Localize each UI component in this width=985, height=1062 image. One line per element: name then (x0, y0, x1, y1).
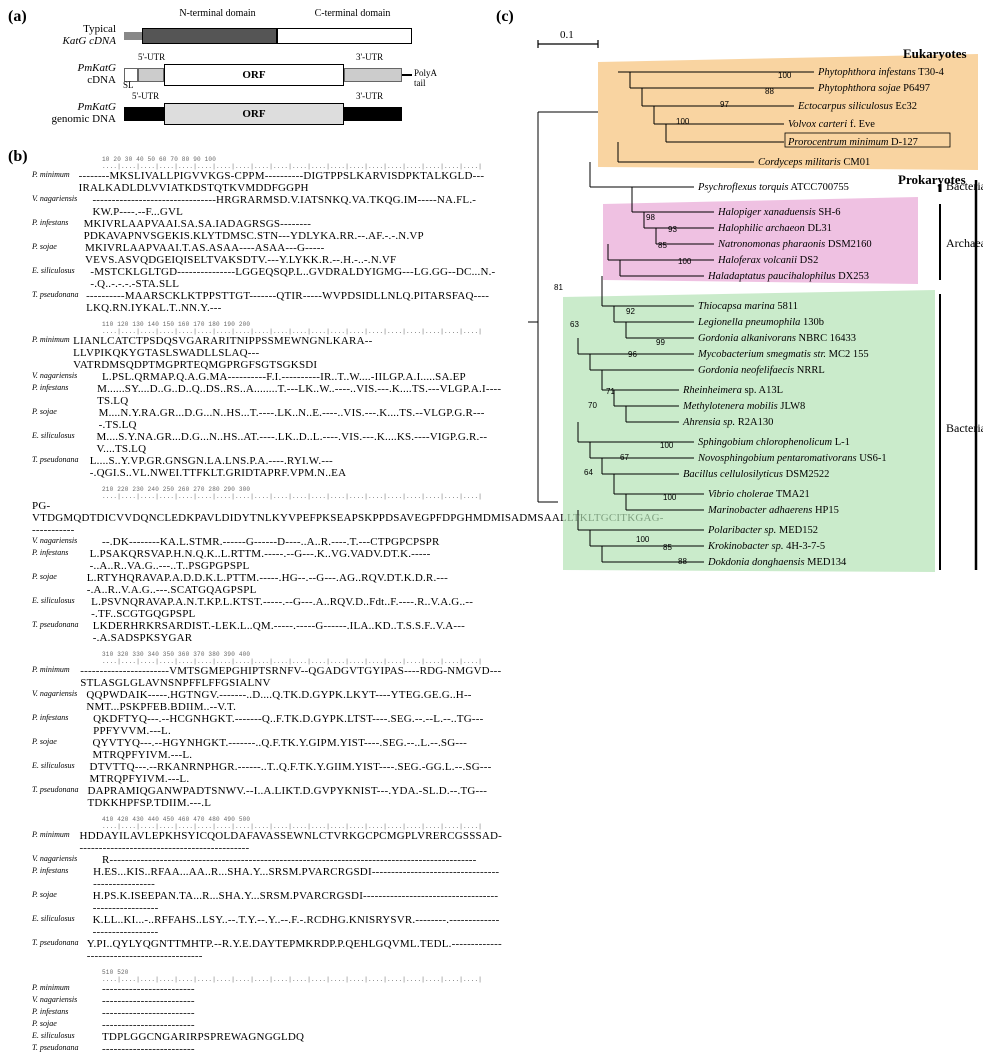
scale-label: 0.1 (560, 29, 574, 41)
svg-text:100: 100 (778, 71, 792, 80)
svg-text:100: 100 (636, 535, 650, 544)
svg-text:Novosphingobium pentaromativor: Novosphingobium pentaromativorans US6-1 (697, 453, 887, 464)
svg-text:100: 100 (663, 493, 677, 502)
svg-text:99: 99 (656, 338, 665, 347)
cdna-row: PmKatG cDNA 5'-UTR 3'-UTR SL PolyA tail … (32, 63, 462, 86)
svg-text:Ectocarpus siliculosus Ec32: Ectocarpus siliculosus Ec32 (797, 101, 917, 112)
svg-text:Volvox carteri f. Eve: Volvox carteri f. Eve (788, 119, 875, 130)
svg-text:Halophilic archaeon DL31: Halophilic archaeon DL31 (717, 223, 832, 234)
svg-text:100: 100 (660, 441, 674, 450)
polya-line (402, 74, 412, 76)
utr5-block (138, 68, 164, 82)
sl-label: SL (123, 80, 134, 90)
orf-block: ORF (164, 64, 344, 86)
svg-text:Phytophthora sojae P6497: Phytophthora sojae P6497 (817, 83, 930, 94)
panel-a: N-terminal domain C-terminal domain Typi… (32, 12, 462, 135)
arch-label: Archaea (946, 236, 983, 250)
bact-top-label: Bacteria (946, 179, 983, 193)
svg-text:Krokinobacter sp. 4H-3-7-5: Krokinobacter sp. 4H-3-7-5 (707, 541, 825, 552)
svg-text:Prorocentrum minimum D-127: Prorocentrum minimum D-127 (787, 137, 918, 148)
phylo-tree: 0.1 Eukaryotes Prokaryotes Archaea Bacte… (508, 12, 983, 607)
svg-text:Phytophthora infestans T30-4: Phytophthora infestans T30-4 (817, 67, 945, 78)
g-utr5-label: 5'-UTR (132, 91, 159, 101)
utr3-block (344, 68, 402, 82)
svg-text:81: 81 (554, 283, 563, 292)
svg-text:Methylotenera mobilis JLW8: Methylotenera mobilis JLW8 (682, 401, 805, 412)
svg-text:Vibrio cholerae TMA21: Vibrio cholerae TMA21 (708, 489, 810, 500)
genomic-row: PmKatG genomic DNA 5'-UTR 3'-UTR ORF (32, 102, 462, 125)
cterm-block (277, 28, 412, 44)
svg-text:85: 85 (658, 241, 667, 250)
svg-text:Halopiger xanaduensis SH-6: Halopiger xanaduensis SH-6 (717, 207, 841, 218)
svg-text:Sphingobium chlorophenolicum L: Sphingobium chlorophenolicum L-1 (698, 437, 850, 448)
cterm-label: C-terminal domain (285, 8, 420, 19)
svg-text:Polaribacter sp. MED152: Polaribacter sp. MED152 (707, 525, 818, 536)
g-orf-block: ORF (164, 103, 344, 125)
svg-text:Haloferax volcanii DS2: Haloferax volcanii DS2 (717, 255, 818, 266)
svg-text:97: 97 (720, 100, 729, 109)
svg-text:98: 98 (646, 213, 655, 222)
svg-text:64: 64 (584, 468, 593, 477)
svg-text:Bacillus cellulosilyticus DSM2: Bacillus cellulosilyticus DSM2522 (683, 469, 829, 480)
panel-a-label: (a) (8, 8, 27, 26)
svg-text:100: 100 (676, 117, 690, 126)
nterm-label: N-terminal domain (150, 8, 285, 19)
svg-text:88: 88 (678, 557, 687, 566)
typical-lead (124, 32, 142, 40)
g-utr5-block (124, 107, 164, 121)
cdna-label: PmKatG cDNA (32, 63, 124, 86)
panel-b: 10 20 30 40 50 60 70 80 90 100....|....|… (32, 156, 502, 1062)
svg-text:96: 96 (628, 350, 637, 359)
typical-row: Typical KatG cDNA (32, 24, 462, 47)
polya-label: PolyA tail (414, 68, 437, 88)
svg-text:Thiocapsa marina 5811: Thiocapsa marina 5811 (698, 301, 798, 312)
genomic-diagram: 5'-UTR 3'-UTR ORF (124, 103, 402, 125)
euk-label: Eukaryotes (903, 46, 967, 61)
svg-text:Legionella pneumophila 130b: Legionella pneumophila 130b (697, 317, 824, 328)
utr3-label: 3'-UTR (356, 52, 383, 62)
nterm-block (142, 28, 277, 44)
panel-c: 0.1 Eukaryotes Prokaryotes Archaea Bacte… (508, 12, 983, 607)
svg-text:Rheinheimera sp. A13L: Rheinheimera sp. A13L (682, 385, 783, 396)
svg-text:92: 92 (626, 307, 635, 316)
svg-text:93: 93 (668, 225, 677, 234)
svg-text:Gordonia alkanivorans NBRC 164: Gordonia alkanivorans NBRC 16433 (698, 333, 856, 344)
svg-text:Mycobacterium smegmatis str. M: Mycobacterium smegmatis str. MC2 155 (697, 349, 869, 360)
svg-text:Psychroflexus torquis ATCC7007: Psychroflexus torquis ATCC700755 (697, 182, 849, 193)
svg-text:63: 63 (570, 320, 579, 329)
svg-text:67: 67 (620, 453, 629, 462)
cdna-diagram: 5'-UTR 3'-UTR SL PolyA tail ORF (124, 64, 412, 86)
panel-b-label: (b) (8, 148, 28, 166)
figure-container: (a) (b) (c) N-terminal domain C-terminal… (8, 8, 977, 607)
svg-text:85: 85 (663, 543, 672, 552)
svg-text:Natronomonas pharaonis DSM2160: Natronomonas pharaonis DSM2160 (717, 239, 872, 250)
svg-text:Marinobacter adhaerens HP15: Marinobacter adhaerens HP15 (707, 505, 839, 516)
typical-label: Typical KatG cDNA (32, 24, 124, 47)
svg-text:100: 100 (678, 257, 692, 266)
svg-text:71: 71 (606, 387, 615, 396)
svg-text:Cordyceps militaris CM01: Cordyceps militaris CM01 (758, 157, 870, 168)
genomic-label: PmKatG genomic DNA (32, 102, 124, 125)
svg-text:70: 70 (588, 401, 597, 410)
domain-labels: N-terminal domain C-terminal domain (150, 8, 420, 19)
svg-text:Dokdonia donghaensis MED134: Dokdonia donghaensis MED134 (707, 557, 847, 568)
bact-label: Bacteria (946, 421, 983, 435)
utr5-label: 5'-UTR (138, 52, 165, 62)
svg-text:88: 88 (765, 87, 774, 96)
g-utr3-label: 3'-UTR (356, 91, 383, 101)
svg-text:Gordonia neofelifaecis NRRL: Gordonia neofelifaecis NRRL (698, 365, 825, 376)
svg-text:Ahrensia sp. R2A130: Ahrensia sp. R2A130 (682, 417, 773, 428)
svg-text:Haladaptatus paucihalophilus D: Haladaptatus paucihalophilus DX253 (707, 271, 869, 282)
g-utr3-block (344, 107, 402, 121)
alignment: 10 20 30 40 50 60 70 80 90 100....|....|… (32, 156, 502, 1055)
